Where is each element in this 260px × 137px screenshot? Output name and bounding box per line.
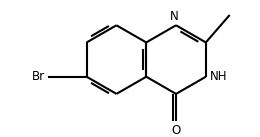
Text: NH: NH	[210, 70, 227, 83]
Text: Br: Br	[32, 70, 45, 83]
Text: N: N	[170, 10, 179, 23]
Text: O: O	[171, 124, 181, 137]
